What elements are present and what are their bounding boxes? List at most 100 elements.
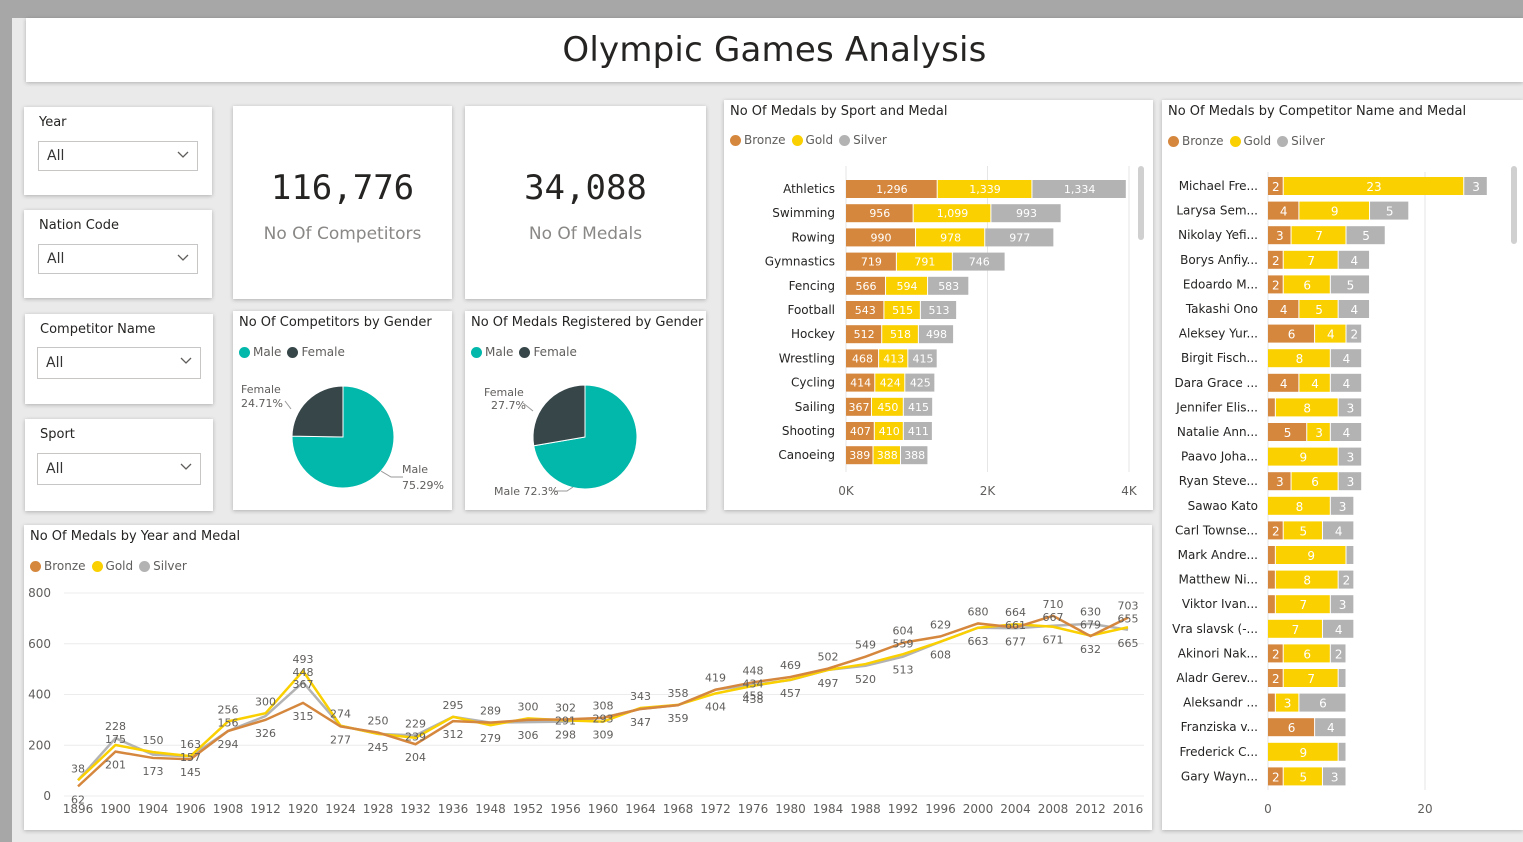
category-label: Natalie Ann... bbox=[1177, 425, 1258, 439]
data-label: 655 bbox=[1118, 613, 1139, 626]
data-label: 293 bbox=[593, 713, 614, 726]
bar-segment-gold bbox=[1283, 250, 1338, 269]
data-label: 1,099 bbox=[937, 207, 969, 220]
legend-item-silver[interactable]: Silver bbox=[839, 133, 887, 147]
data-label: 419 bbox=[705, 672, 726, 685]
slicer-year-dropdown[interactable]: All bbox=[38, 141, 198, 171]
legend-label: Male bbox=[253, 345, 282, 359]
data-label: 23 bbox=[1366, 180, 1381, 194]
legend-item-gold[interactable]: Gold bbox=[1229, 134, 1271, 148]
legend-label: Silver bbox=[153, 559, 187, 573]
bar-segment-silver bbox=[1338, 742, 1346, 761]
bar-segment-silver bbox=[1330, 275, 1370, 294]
data-label: 665 bbox=[1118, 637, 1139, 650]
slicer-nation-code-dropdown[interactable]: All bbox=[38, 244, 198, 274]
legend-item-gold[interactable]: Gold bbox=[91, 559, 133, 573]
bar-segment-silver bbox=[1322, 521, 1354, 540]
bar-segment-bronze bbox=[1268, 324, 1315, 343]
scrollbar[interactable] bbox=[1511, 166, 1517, 244]
bar-segment-silver bbox=[918, 325, 954, 344]
data-label: 497 bbox=[818, 677, 839, 690]
data-label: 661 bbox=[1005, 619, 1026, 632]
bar-segment-gold bbox=[1283, 521, 1322, 540]
bar-segment-gold bbox=[1275, 398, 1338, 417]
data-label: 7 bbox=[1300, 598, 1308, 612]
legend-item-silver[interactable]: Silver bbox=[139, 559, 187, 573]
x-tick-label: 1964 bbox=[625, 802, 656, 816]
slicer-sport-dropdown[interactable]: All bbox=[37, 453, 201, 485]
legend-item-bronze[interactable]: Bronze bbox=[30, 559, 86, 573]
category-label: Swimming bbox=[772, 206, 835, 220]
x-tick-label: 0K bbox=[838, 484, 855, 498]
bar-segment-gold bbox=[1299, 201, 1370, 220]
data-label: 9 bbox=[1300, 451, 1308, 465]
data-label: 250 bbox=[368, 715, 389, 728]
x-tick-label: 20 bbox=[1417, 802, 1432, 816]
data-label: 4 bbox=[1311, 377, 1319, 391]
bar-segment-bronze bbox=[1268, 767, 1283, 786]
data-label: 2 bbox=[1272, 770, 1280, 784]
category-label: Viktor Ivan... bbox=[1182, 597, 1258, 611]
legend-label: Bronze bbox=[44, 559, 86, 573]
legend-item-silver[interactable]: Silver bbox=[1277, 134, 1325, 148]
year-medal-chart-panel: No Of Medals by Year and Medal Bronze Go… bbox=[24, 525, 1152, 830]
x-tick-label: 1996 bbox=[925, 802, 956, 816]
bar-segment-bronze bbox=[846, 349, 879, 368]
data-label: 7 bbox=[1315, 229, 1323, 243]
slicer-competitor-name-dropdown[interactable]: All bbox=[37, 347, 201, 379]
legend-item-bronze[interactable]: Bronze bbox=[1168, 134, 1224, 148]
leader-line bbox=[553, 486, 574, 492]
series-line-bronze bbox=[77, 614, 1129, 788]
x-tick-label: 1912 bbox=[250, 802, 281, 816]
data-label: 367 bbox=[293, 678, 314, 691]
data-label: 630 bbox=[1080, 606, 1101, 619]
legend-item-male[interactable]: Male bbox=[239, 345, 281, 359]
legend-item-gold[interactable]: Gold bbox=[791, 133, 833, 147]
category-label: Sailing bbox=[795, 400, 835, 414]
bar-segment-silver bbox=[1315, 718, 1346, 737]
bar-segment-bronze bbox=[846, 276, 886, 295]
data-label: 300 bbox=[255, 695, 276, 708]
bar-segment-bronze bbox=[1268, 718, 1315, 737]
bar-segment-silver bbox=[1338, 570, 1354, 589]
legend-label: Female bbox=[533, 345, 577, 359]
gender-legend: Male Female bbox=[239, 345, 345, 359]
legend-label: Silver bbox=[1291, 134, 1325, 148]
silver-dot-icon bbox=[839, 134, 851, 146]
data-label: 680 bbox=[968, 605, 989, 618]
data-label: 407 bbox=[850, 425, 871, 438]
bar-segment-silver bbox=[928, 276, 969, 295]
scrollbar[interactable] bbox=[1138, 166, 1144, 240]
data-label: 559 bbox=[893, 638, 914, 651]
data-label: 2 bbox=[1343, 574, 1351, 588]
data-label: 425 bbox=[910, 377, 931, 390]
data-label: 667 bbox=[1043, 611, 1064, 624]
bar-segment-gold bbox=[1275, 595, 1330, 614]
data-label: 457 bbox=[780, 687, 801, 700]
data-label: 549 bbox=[855, 639, 876, 652]
competitor-chart-title: No Of Medals by Competitor Name and Meda… bbox=[1168, 104, 1467, 119]
data-label: 3 bbox=[1347, 451, 1355, 465]
legend-item-bronze[interactable]: Bronze bbox=[730, 133, 786, 147]
male-dot-icon bbox=[239, 346, 250, 358]
data-label: 502 bbox=[818, 651, 839, 664]
bar-segment-gold bbox=[1268, 619, 1322, 638]
bar-segment-silver bbox=[1346, 324, 1362, 343]
bar-segment-bronze bbox=[1268, 250, 1283, 269]
pie-slice-female bbox=[532, 384, 586, 447]
data-label: 3 bbox=[1331, 770, 1339, 784]
x-tick-label: 1920 bbox=[288, 802, 319, 816]
legend-item-male[interactable]: Male bbox=[471, 345, 513, 359]
data-label: 229 bbox=[405, 717, 426, 730]
data-label: 5 bbox=[1300, 524, 1308, 538]
legend-item-female[interactable]: Female bbox=[519, 345, 577, 359]
x-tick-label: 1932 bbox=[400, 802, 431, 816]
legend-item-female[interactable]: Female bbox=[287, 345, 345, 359]
competitors-label: No Of Competitors bbox=[263, 224, 422, 244]
data-label: 38 bbox=[71, 762, 85, 775]
bar-segment-bronze bbox=[846, 204, 913, 223]
bar-segment-gold bbox=[1275, 693, 1299, 712]
bar-segment-gold bbox=[875, 373, 905, 392]
category-label: Carl Townse... bbox=[1175, 523, 1258, 537]
data-label: 978 bbox=[940, 231, 961, 244]
